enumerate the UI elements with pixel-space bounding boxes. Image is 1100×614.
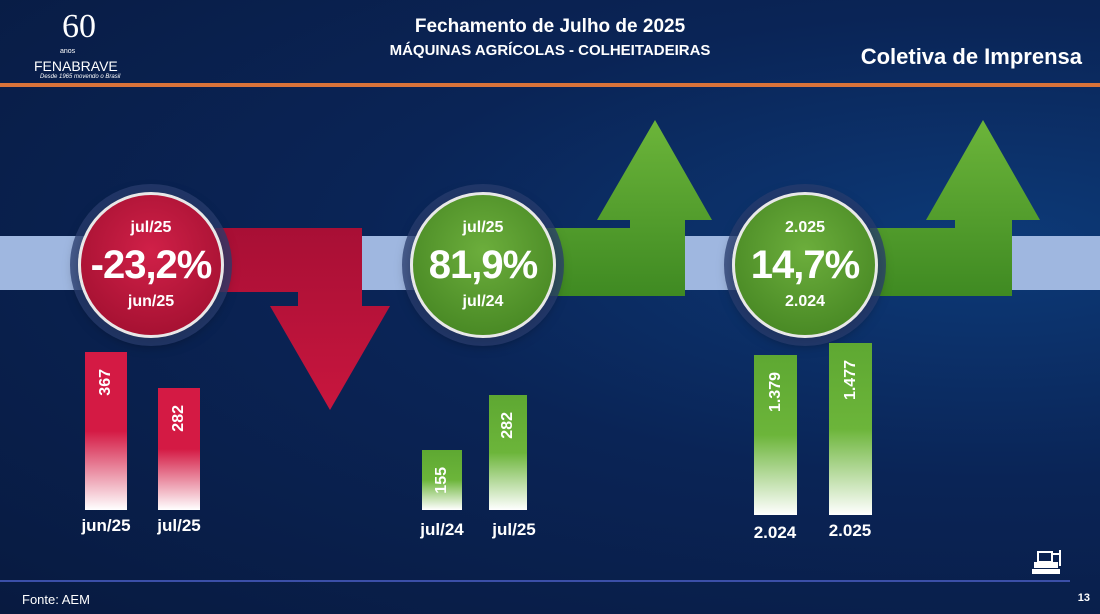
indicator-value: 81,9% — [428, 243, 538, 287]
bar-value: 367 — [97, 369, 114, 396]
bar: 1.379 — [754, 355, 797, 515]
logo-name: FENABRAVE — [34, 58, 118, 74]
indicator-bottom: jul/24 — [462, 293, 504, 310]
indicator-value: -23,2% — [90, 243, 213, 287]
indicator-top: jul/25 — [462, 219, 504, 236]
bar-value: 1.379 — [766, 372, 784, 413]
indicator-bottom: 2.024 — [784, 293, 826, 310]
fenabrave-logo: 60 anos FENABRAVE Desde 1965 movendo o B… — [30, 8, 140, 80]
footer-divider — [0, 580, 1070, 582]
bar: 1.477 — [829, 343, 872, 515]
logo-tagline: Desde 1965 movendo o Brasil — [40, 74, 121, 80]
indicator-circle: 2.025 14,7% 2.024 — [732, 192, 878, 338]
logo-number: 60 — [62, 8, 96, 45]
indicator-value: 14,7% — [750, 243, 860, 287]
indicator-bottom: jun/25 — [127, 293, 175, 310]
bar-label: jul/24 — [420, 520, 464, 539]
indicator-circle: jul/25 81,9% jul/24 — [410, 192, 556, 338]
harvester-icon — [1032, 550, 1061, 574]
bar-label: jul/25 — [492, 520, 536, 539]
logo-anos: anos — [60, 48, 76, 55]
bar-value: 155 — [433, 467, 450, 494]
bar: 282 — [158, 388, 200, 510]
bar-label: jul/25 — [157, 516, 201, 535]
down-arrow-icon — [215, 228, 390, 410]
bar: 367 — [85, 352, 127, 510]
source-note: Fonte: AEM — [22, 592, 90, 607]
bar: 282 — [489, 395, 527, 510]
up-arrow-icon — [545, 120, 712, 296]
event-title: Coletiva de Imprensa — [860, 44, 1082, 69]
bar: 155 — [422, 450, 462, 510]
page-number: 13 — [1077, 592, 1090, 604]
bar-value: 1.477 — [841, 360, 859, 401]
up-arrow-icon — [870, 120, 1040, 296]
bar-label: jun/25 — [81, 516, 131, 535]
header-divider — [0, 83, 1100, 87]
page-title: Fechamento de Julho de 2025 — [414, 16, 686, 37]
bar-value: 282 — [499, 412, 516, 439]
bar-label: 2.025 — [828, 521, 872, 540]
page-subtitle: MÁQUINAS AGRÍCOLAS - COLHEITADEIRAS — [389, 42, 711, 59]
bar-value: 282 — [170, 405, 187, 432]
indicator-circle: jul/25 -23,2% jun/25 — [78, 192, 224, 338]
bar-label: 2.024 — [753, 523, 797, 542]
indicator-top: 2.025 — [784, 219, 826, 236]
indicator-top: jul/25 — [130, 219, 172, 236]
